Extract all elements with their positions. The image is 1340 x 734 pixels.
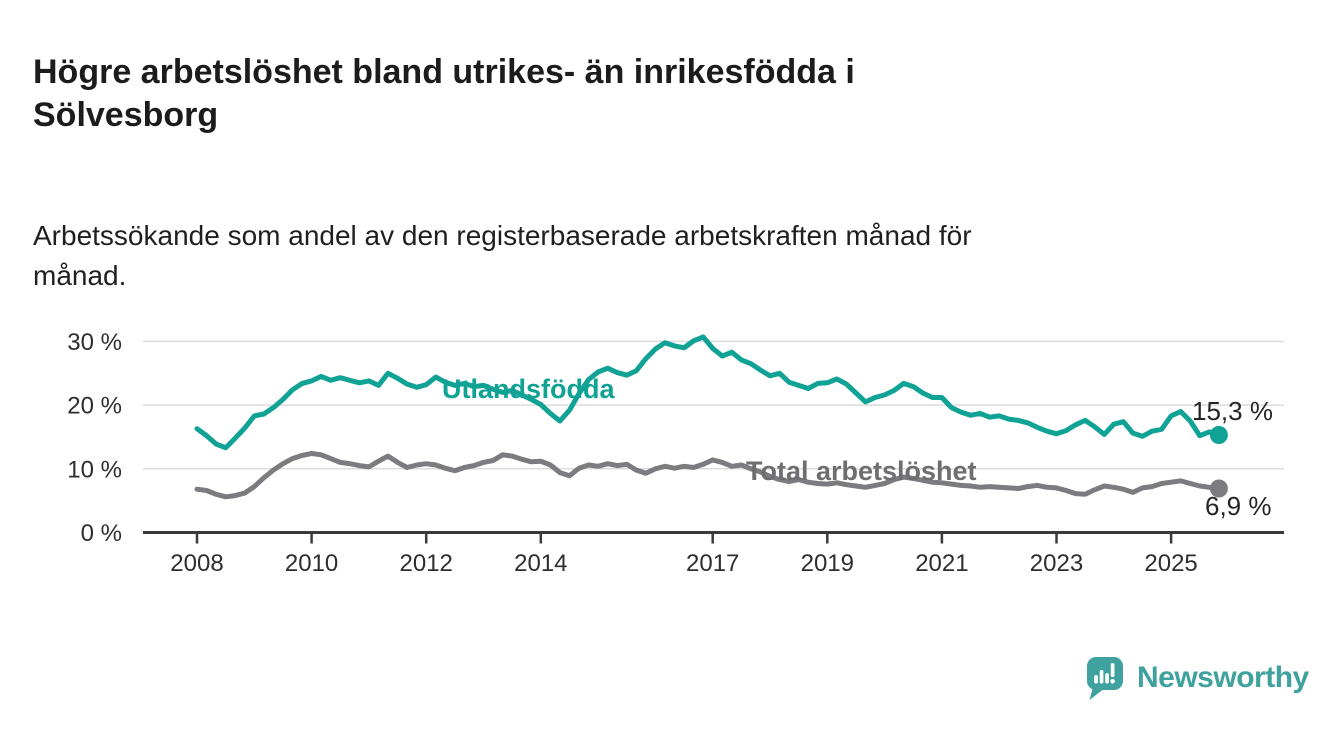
x-tick-label: 2017	[686, 550, 739, 577]
page-title-line2: Sölvesborg	[33, 95, 219, 134]
page-title: Högre arbetslöshet bland utrikes- än inr…	[33, 51, 855, 137]
series-line-utlandsf-dda	[194, 334, 1222, 451]
x-tick-label: 2008	[170, 550, 223, 577]
series-line-total-arbetsl-shet	[194, 451, 1222, 500]
end-value-label-total-arbetsloshet: 6,9 %	[1205, 491, 1272, 521]
x-tick-label: 2014	[514, 550, 567, 577]
x-tick-label: 2025	[1144, 550, 1197, 577]
newsworthy-logo-text: Newsworthy	[1137, 661, 1309, 694]
y-axis-labels: 0 % 10 % 20 % 30 %	[67, 329, 122, 547]
series-lines	[194, 334, 1228, 500]
x-tick-label: 2012	[400, 550, 453, 577]
x-tick-label: 2010	[285, 550, 338, 577]
y-tick-label: 0 %	[81, 520, 122, 547]
x-tick-label: 2023	[1030, 550, 1083, 577]
page-subtitle-line1: Arbetssökande som andel av den registerb…	[33, 220, 972, 251]
x-axis: 2008 2010 2012 2014 2017 2019 2021 2023 2025	[143, 531, 1284, 577]
series-label-utlandsfodda: Utlandsfödda	[442, 374, 615, 404]
bar-1	[1094, 675, 1098, 684]
bar-3	[1105, 673, 1109, 684]
y-tick-label: 30 %	[67, 329, 122, 356]
x-tick-label: 2019	[801, 550, 854, 577]
page-title-line1: Högre arbetslöshet bland utrikes- än inr…	[33, 52, 855, 91]
y-tick-label: 20 %	[67, 393, 122, 420]
page-subtitle-line2: månad.	[33, 260, 127, 292]
gridlines	[143, 340, 1284, 470]
page-subtitle: Arbetssökande som andel av den registerb…	[33, 216, 972, 296]
series-end-dot	[1209, 426, 1228, 444]
x-tick-label: 2021	[915, 550, 968, 577]
speech-bubble-tail	[1089, 687, 1105, 700]
y-tick-label: 10 %	[67, 456, 122, 483]
bar-2	[1099, 670, 1104, 684]
series-end-dot	[1209, 479, 1228, 498]
series-label-total-arbetsloshet: Total arbetslöshet	[746, 456, 977, 486]
newsworthy-logo: Newsworthy	[1086, 656, 1309, 702]
exclamation-dot	[1110, 679, 1115, 684]
end-value-label-utlandsfodda: 15,3 %	[1192, 396, 1273, 426]
newsworthy-speech-bubble-icon	[1087, 657, 1123, 700]
exclamation-bar	[1110, 663, 1115, 677]
